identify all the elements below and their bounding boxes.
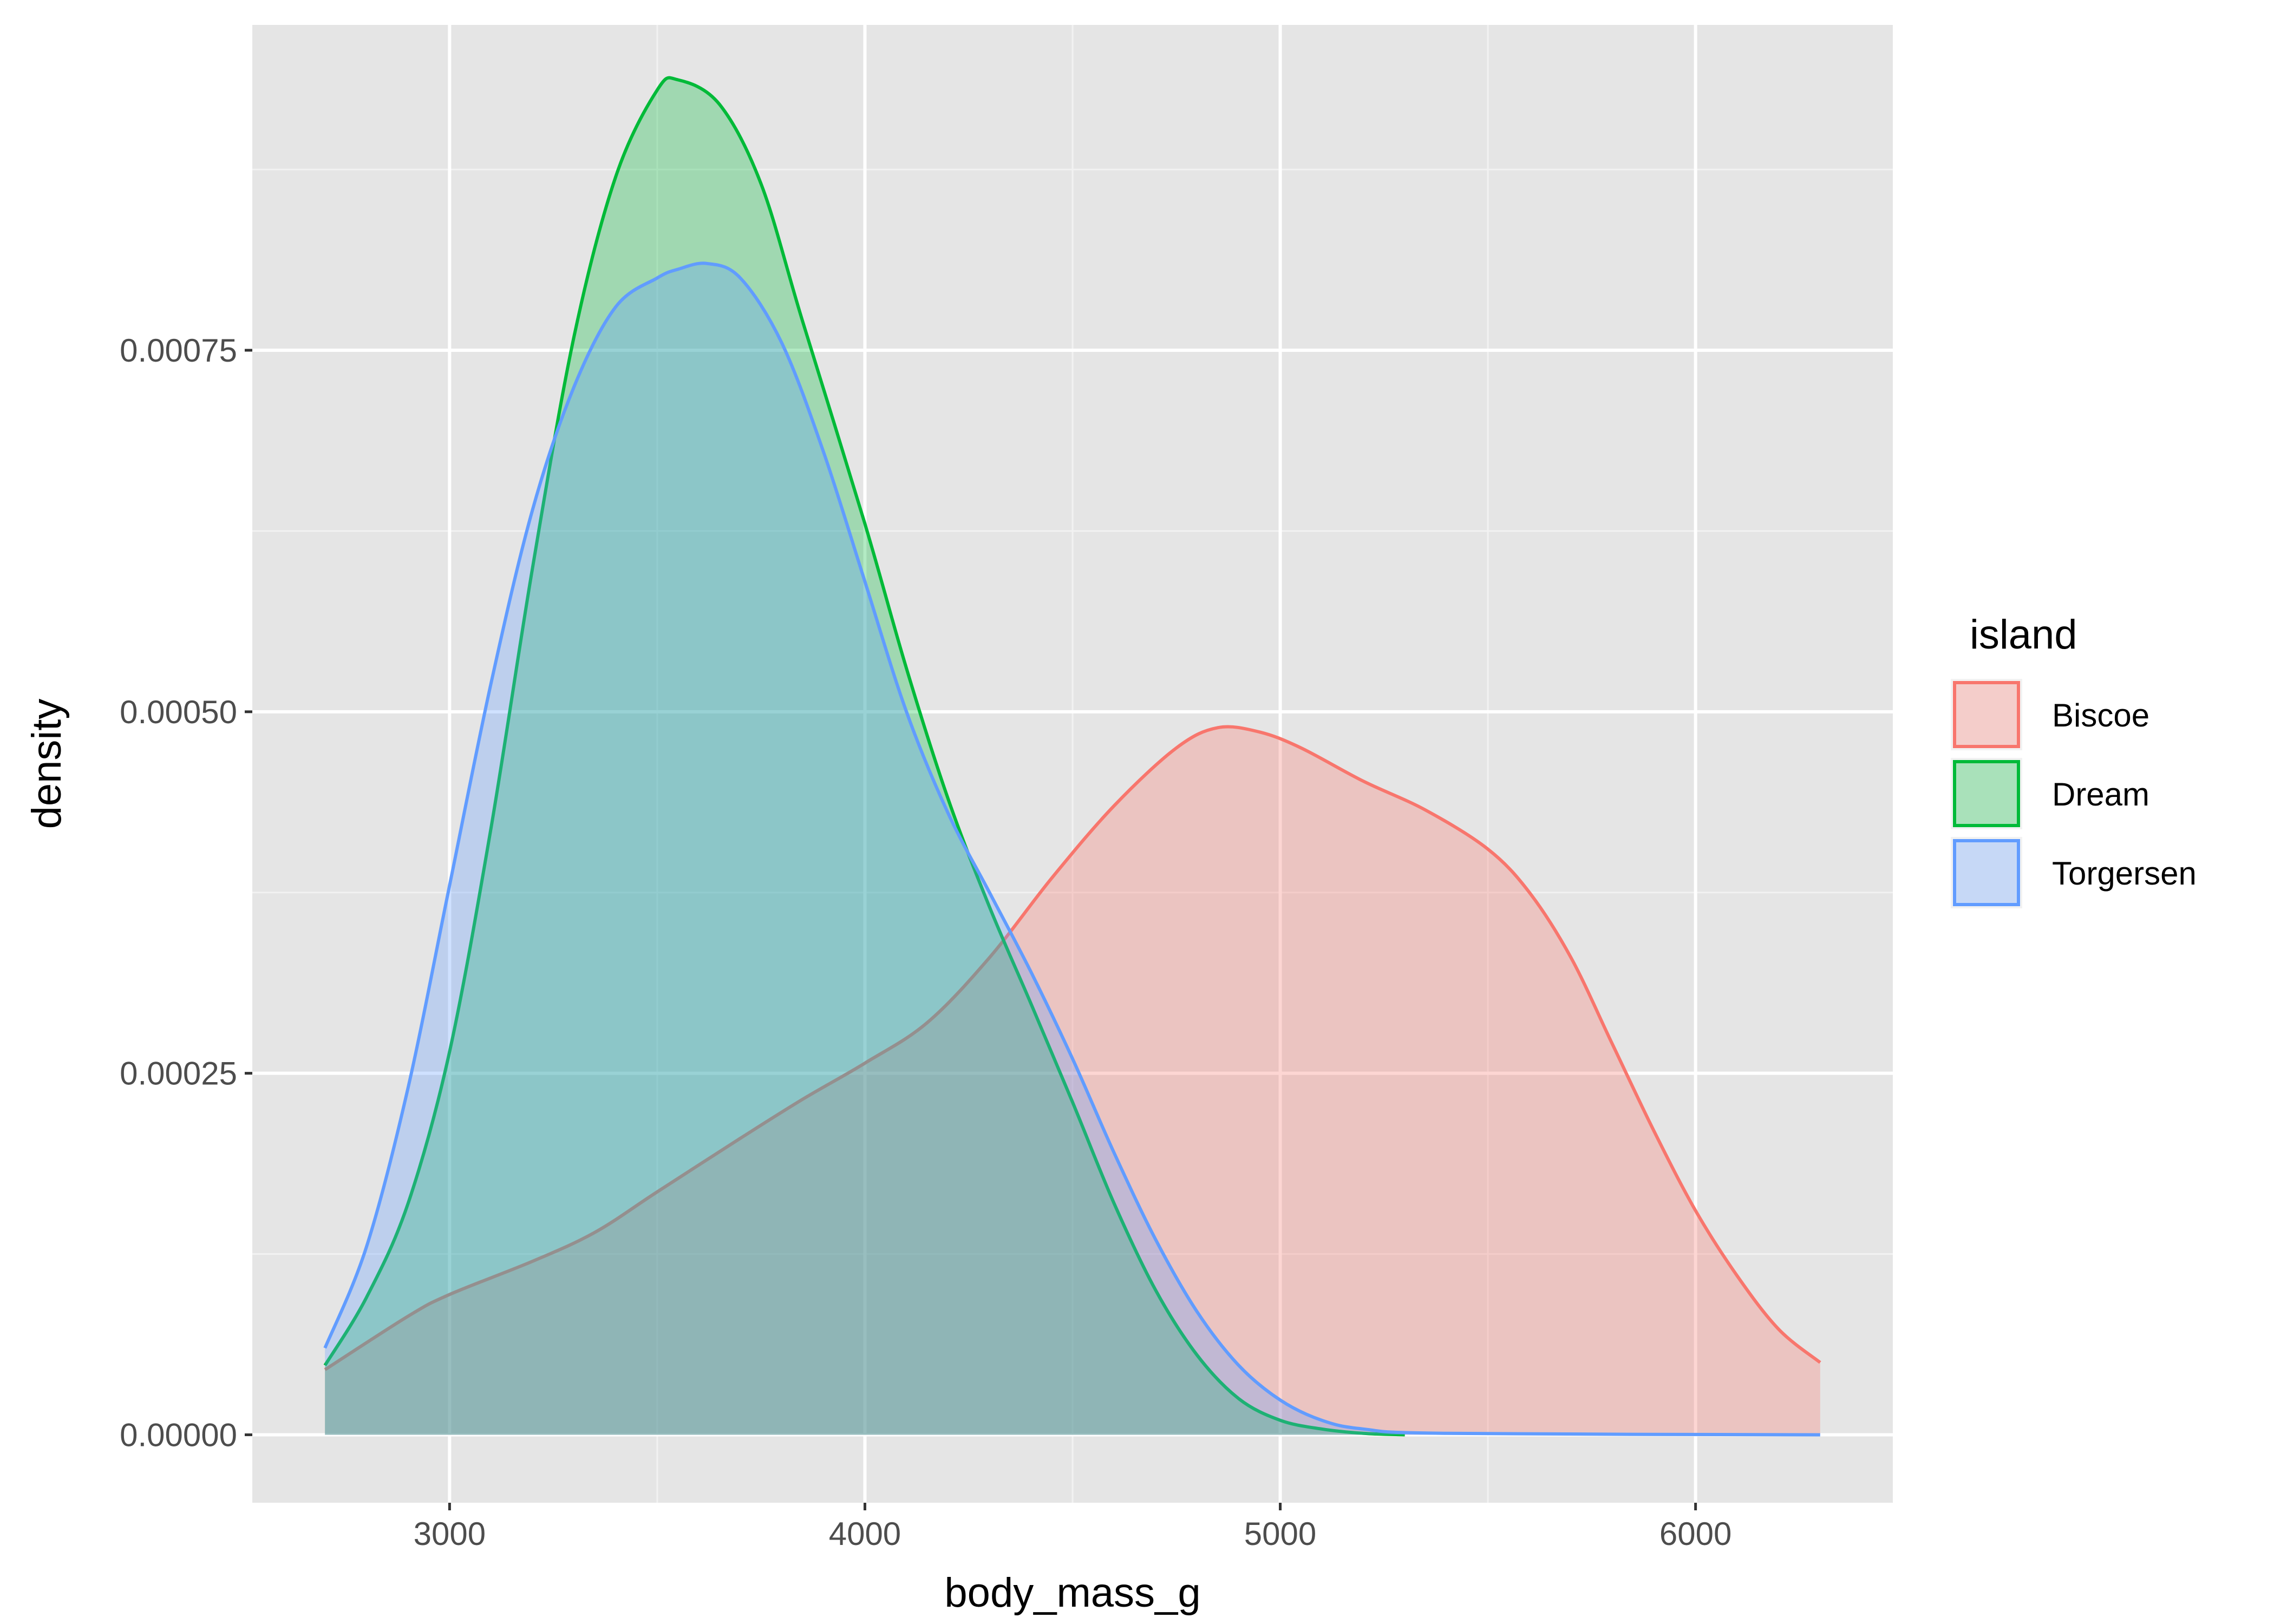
legend-label-torgersen: Torgersen <box>2052 855 2197 892</box>
legend-key-biscoe <box>1953 681 2020 748</box>
density-line-biscoe <box>324 725 1821 1371</box>
density-area-dream <box>325 77 1405 1435</box>
legend-label-biscoe: Biscoe <box>2052 697 2149 734</box>
legend: island Biscoe Dream Torgersen <box>1951 612 2197 908</box>
y-axis: 0.00000 0.00025 0.00050 0.00075 <box>120 332 252 1453</box>
density-line-dream <box>323 76 1405 1437</box>
x-tick-label: 4000 <box>829 1516 901 1552</box>
y-tick-label: 0.00000 <box>120 1417 237 1453</box>
y-axis-title: density <box>24 699 70 829</box>
x-axis-title: body_mass_g <box>944 1570 1200 1616</box>
x-tick-label: 6000 <box>1659 1516 1731 1552</box>
x-tick-label: 5000 <box>1244 1516 1316 1552</box>
density-area-torgersen <box>325 263 1820 1435</box>
y-tick-label: 0.00050 <box>120 694 237 730</box>
legend-key-bg-biscoe <box>1951 679 2022 750</box>
grid-lines <box>252 25 1893 1503</box>
legend-key-bg-dream <box>1951 758 2022 829</box>
x-tick-label: 3000 <box>414 1516 486 1552</box>
legend-key-dream <box>1953 760 2020 827</box>
legend-key-bg-torgersen <box>1951 837 2022 908</box>
x-axis: 3000 4000 5000 6000 <box>414 1503 1731 1552</box>
legend-title: island <box>1970 612 2077 658</box>
legend-key-torgersen <box>1953 839 2020 906</box>
density-line-torgersen <box>323 261 1820 1437</box>
density-areas <box>323 76 1821 1437</box>
y-tick-label: 0.00025 <box>120 1056 237 1092</box>
y-tick-label: 0.00075 <box>120 332 237 369</box>
density-area-biscoe <box>325 726 1820 1435</box>
legend-label-dream: Dream <box>2052 776 2149 813</box>
